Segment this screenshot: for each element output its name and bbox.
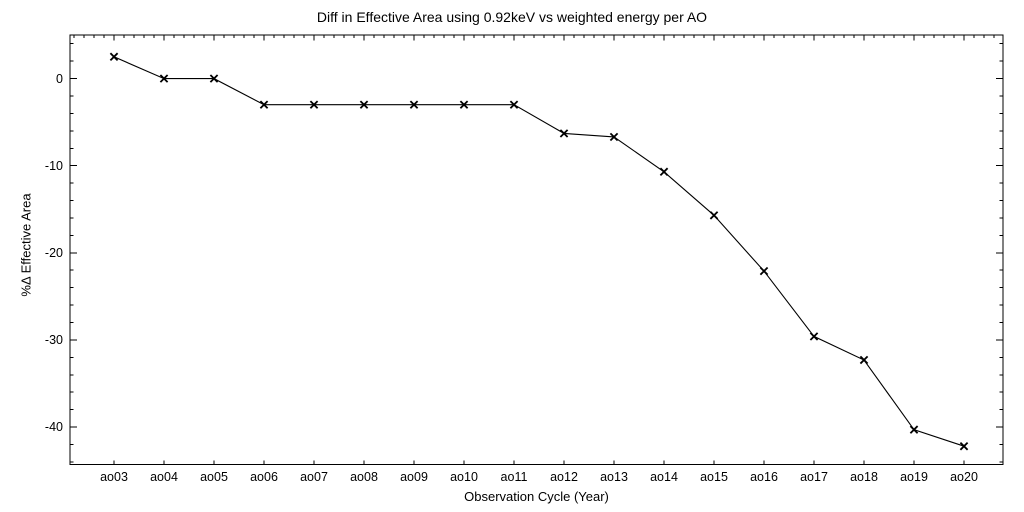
x-tick-label: ao03 [100,470,128,484]
x-tick-label: ao10 [450,470,478,484]
y-tick-label: -20 [45,246,63,260]
x-tick-label: ao13 [600,470,628,484]
x-tick-label: ao14 [650,470,678,484]
x-tick-label: ao20 [950,470,978,484]
data-point-marker [359,100,369,109]
data-point-marker [109,52,119,62]
data-point-marker [709,211,719,220]
data-point-marker [409,100,419,109]
data-point-marker [759,266,769,276]
chart-title: Diff in Effective Area using 0.92keV vs … [316,9,708,25]
y-tick-label: -40 [45,420,63,434]
x-tick-label: ao05 [200,470,228,484]
series-line [113,56,965,447]
x-tick-label: ao16 [750,470,778,484]
y-tick-label: 0 [56,72,63,86]
data-point-marker [659,167,669,177]
data-point-marker [609,132,619,142]
y-tick-label: -30 [45,333,63,347]
data-point-marker [959,441,969,451]
data-point-marker [809,332,819,341]
x-tick-label: ao08 [350,470,378,484]
data-point-marker [309,100,319,109]
x-tick-label: ao06 [250,470,278,484]
x-tick-label: ao04 [150,470,178,484]
data-point-marker [909,425,919,434]
x-tick-label: ao07 [300,470,328,484]
x-axis-label: Observation Cycle (Year) [464,489,609,504]
x-tick-label: ao09 [400,470,428,484]
x-tick-label: ao17 [800,470,828,484]
plot-border [69,34,1004,465]
x-tick-label: ao19 [900,470,928,484]
y-tick-label: -10 [45,159,63,173]
data-point-marker [859,355,869,365]
data-point-marker [559,129,569,138]
data-point-marker [459,100,469,109]
x-tick-label: ao12 [550,470,578,484]
data-point-marker [159,74,169,83]
data-point-marker [259,100,269,109]
x-tick-label: ao15 [700,470,728,484]
data-point-marker [209,74,219,83]
x-tick-label: ao18 [850,470,878,484]
data-point-marker [509,100,519,109]
x-tick-label: ao11 [501,470,528,484]
